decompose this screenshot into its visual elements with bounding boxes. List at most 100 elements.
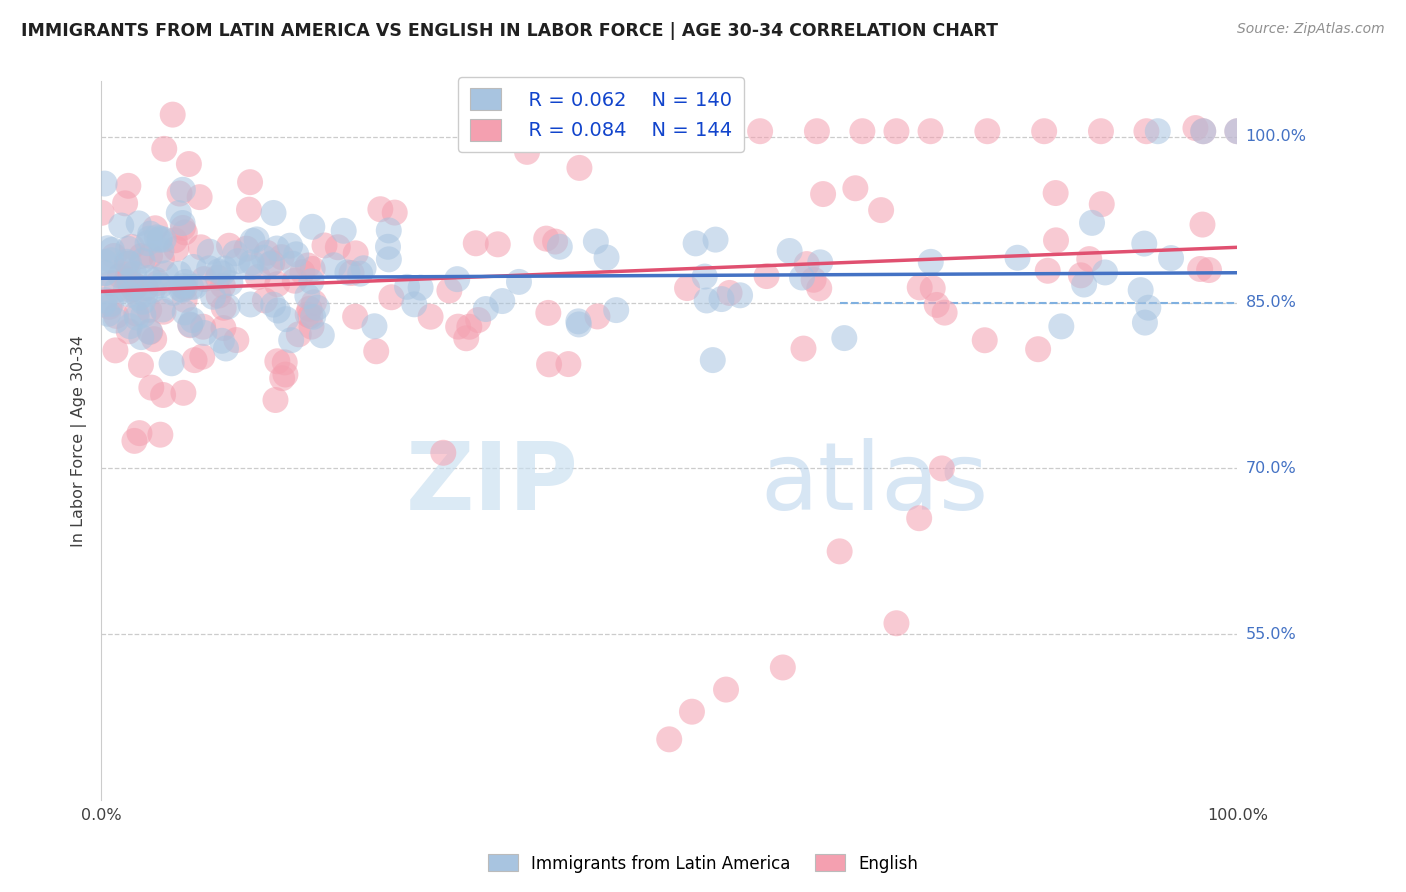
Point bbox=[198, 244, 221, 259]
Point bbox=[96, 241, 118, 255]
Point bbox=[190, 240, 212, 254]
Point bbox=[138, 302, 160, 317]
Point bbox=[589, 124, 612, 138]
Point bbox=[94, 293, 117, 307]
Point bbox=[384, 205, 406, 219]
Point bbox=[97, 307, 120, 321]
Point bbox=[153, 142, 176, 156]
Point bbox=[486, 237, 509, 252]
Point bbox=[301, 219, 323, 234]
Point bbox=[117, 178, 139, 193]
Point bbox=[297, 259, 319, 273]
Point bbox=[693, 269, 716, 284]
Point bbox=[139, 325, 162, 339]
Point bbox=[1192, 124, 1215, 138]
Point bbox=[131, 253, 153, 268]
Point bbox=[1045, 233, 1067, 247]
Point bbox=[285, 247, 308, 261]
Point bbox=[287, 327, 309, 342]
Point bbox=[103, 249, 125, 263]
Point bbox=[1189, 262, 1212, 277]
Point bbox=[1026, 342, 1049, 356]
Point bbox=[135, 281, 157, 295]
Point bbox=[302, 295, 325, 310]
Point bbox=[184, 279, 207, 293]
Point bbox=[191, 319, 214, 334]
Point bbox=[139, 227, 162, 241]
Point bbox=[266, 277, 288, 292]
Point bbox=[796, 257, 818, 271]
Point bbox=[132, 308, 155, 322]
Point bbox=[585, 235, 607, 249]
Point bbox=[125, 279, 148, 293]
Point bbox=[844, 181, 866, 195]
Text: 85.0%: 85.0% bbox=[1246, 295, 1296, 310]
Point bbox=[419, 310, 441, 324]
Y-axis label: In Labor Force | Age 30-34: In Labor Force | Age 30-34 bbox=[72, 334, 87, 547]
Point bbox=[681, 705, 703, 719]
Point bbox=[281, 257, 304, 271]
Point bbox=[624, 124, 647, 138]
Point bbox=[138, 232, 160, 246]
Point bbox=[128, 291, 150, 305]
Point bbox=[1226, 124, 1249, 138]
Point bbox=[165, 242, 187, 256]
Point bbox=[139, 249, 162, 263]
Point bbox=[141, 284, 163, 298]
Text: Source: ZipAtlas.com: Source: ZipAtlas.com bbox=[1237, 22, 1385, 37]
Point bbox=[226, 254, 249, 268]
Point bbox=[93, 297, 115, 311]
Point bbox=[467, 313, 489, 327]
Point bbox=[120, 283, 142, 297]
Point bbox=[90, 206, 112, 220]
Point bbox=[207, 264, 229, 278]
Point bbox=[160, 356, 183, 370]
Point bbox=[920, 255, 942, 269]
Point bbox=[432, 446, 454, 460]
Point bbox=[180, 280, 202, 294]
Point bbox=[475, 301, 498, 316]
Point bbox=[219, 276, 242, 290]
Point bbox=[1036, 264, 1059, 278]
Point bbox=[149, 278, 172, 293]
Point bbox=[278, 238, 301, 252]
Point bbox=[299, 309, 322, 323]
Point bbox=[1192, 124, 1215, 138]
Point bbox=[366, 344, 388, 359]
Point bbox=[149, 427, 172, 442]
Point bbox=[152, 233, 174, 247]
Point bbox=[125, 307, 148, 321]
Point bbox=[702, 353, 724, 368]
Point bbox=[710, 292, 733, 306]
Point bbox=[179, 318, 201, 333]
Point bbox=[302, 310, 325, 324]
Point bbox=[118, 274, 141, 288]
Point bbox=[172, 385, 194, 400]
Point bbox=[270, 250, 292, 264]
Point bbox=[149, 231, 172, 245]
Text: ZIP: ZIP bbox=[405, 438, 578, 530]
Point bbox=[1081, 216, 1104, 230]
Point bbox=[920, 124, 942, 138]
Point bbox=[1137, 301, 1160, 315]
Legend:   R = 0.062    N = 140,   R = 0.084    N = 144: R = 0.062 N = 140, R = 0.084 N = 144 bbox=[458, 77, 744, 153]
Point bbox=[122, 267, 145, 281]
Point bbox=[132, 294, 155, 309]
Point bbox=[143, 221, 166, 235]
Point bbox=[173, 226, 195, 240]
Point bbox=[297, 289, 319, 303]
Point bbox=[834, 331, 856, 345]
Point bbox=[1045, 186, 1067, 200]
Point bbox=[714, 682, 737, 697]
Point bbox=[143, 332, 166, 346]
Point bbox=[704, 233, 727, 247]
Point bbox=[155, 266, 177, 280]
Point bbox=[264, 392, 287, 407]
Point bbox=[94, 266, 117, 280]
Point bbox=[749, 124, 772, 138]
Point bbox=[291, 265, 314, 279]
Point bbox=[138, 271, 160, 285]
Point bbox=[1160, 251, 1182, 265]
Point bbox=[167, 267, 190, 281]
Point bbox=[246, 270, 269, 285]
